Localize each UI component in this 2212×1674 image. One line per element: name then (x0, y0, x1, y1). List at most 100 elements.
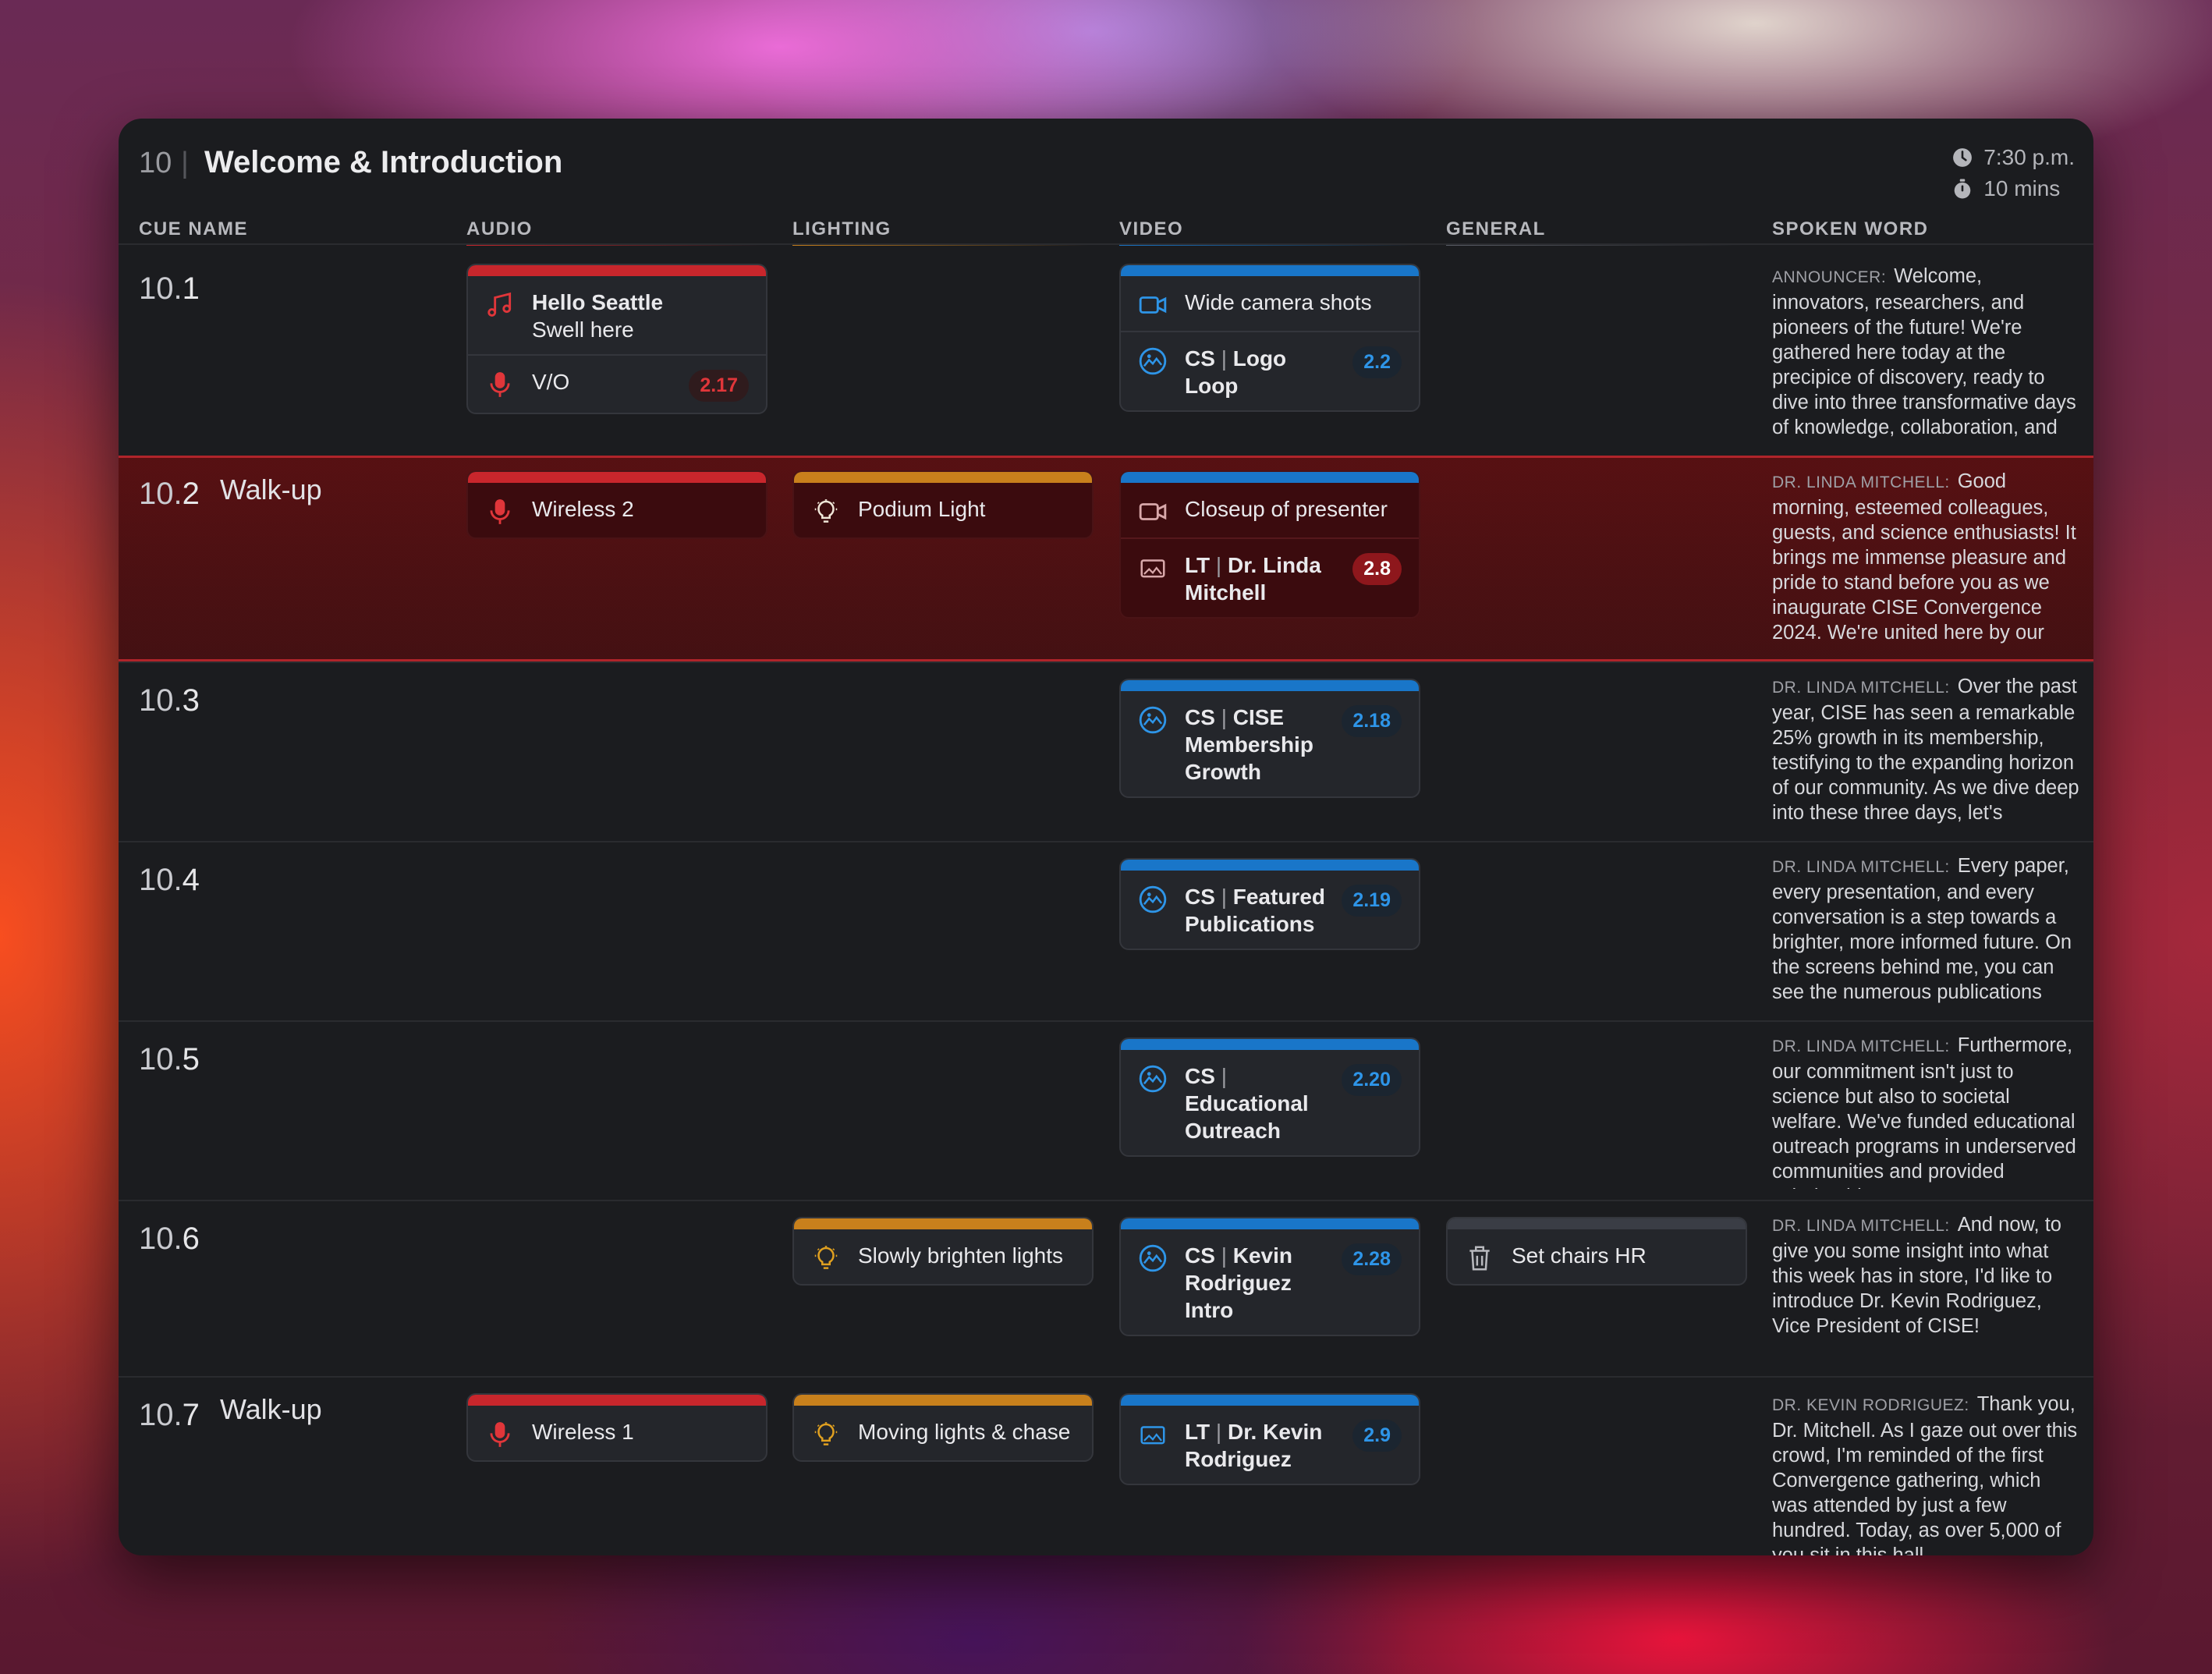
section-title: Welcome & Introduction (204, 145, 563, 179)
cue-row[interactable]: 10.4 CS | Featured Publications 2.19 DR.… (119, 841, 2093, 1020)
section-number: 10 (139, 147, 172, 179)
column-header-video[interactable]: VIDEO (1119, 218, 1184, 239)
video-cue-card[interactable]: Closeup of presenter LT | Dr. Linda Mitc… (1119, 470, 1420, 619)
cue-number: 10.2 (139, 477, 200, 511)
slideshow-icon (1139, 885, 1167, 913)
general-cue-title: Set chairs HR (1512, 1243, 1647, 1268)
audio-cue-subtitle: Swell here (532, 317, 634, 342)
slideshow-icon (1139, 1065, 1167, 1093)
spoken-word-text: DR. LINDA MITCHELL: Every paper, every pr… (1772, 855, 2072, 1003)
spoken-word-text: DR. LINDA MITCHELL: Over the past year, C… (1772, 676, 2079, 824)
video-cue-title: Kevin Rodriguez Intro (1185, 1243, 1292, 1322)
video-cue-title: Featured Publications (1185, 885, 1325, 936)
slideshow-icon (1139, 347, 1167, 375)
image-icon (1140, 1426, 1165, 1445)
header-separator: | (181, 147, 189, 179)
column-header-general[interactable]: GENERAL (1446, 218, 1546, 239)
cue-label: Walk-up (220, 473, 322, 505)
cue-number: 10.7 (139, 1398, 200, 1432)
video-cue-title: CISE Membership Growth (1185, 705, 1313, 784)
cue-number: 10.1 (139, 271, 200, 306)
video-cue-card[interactable]: Wide camera shots CS | Logo Loop 2.2 (1119, 264, 1420, 412)
audio-cue-card[interactable]: Hello Seattle Swell here V/O 2.17 (466, 264, 767, 414)
cue-badge: 2.2 (1352, 346, 1402, 378)
cue-badge: 2.8 (1352, 553, 1402, 585)
spoken-word-text: DR. LINDA MITCHELL: Good morning, esteeme… (1772, 470, 2076, 644)
column-header-lighting[interactable]: LIGHTING (792, 218, 892, 239)
video-cue-title: Logo Loop (1185, 346, 1287, 398)
audio-cue-title: Wireless 2 (532, 497, 634, 521)
cue-number: 10.6 (139, 1222, 200, 1256)
music-note-icon (487, 292, 512, 317)
column-header-spoken-word[interactable]: SPOKEN WORD (1772, 218, 1929, 239)
cue-sheet-window: 10 | Welcome & Introduction 7:30 p.m. 10… (119, 119, 2093, 1555)
video-cue-type: LT (1185, 1420, 1211, 1444)
cue-badge: 2.19 (1342, 885, 1402, 917)
lighting-cue-card[interactable]: Slowly brighten lights (792, 1217, 1094, 1286)
audio-cue-card[interactable]: Wireless 2 (466, 470, 767, 539)
video-cue-card[interactable]: CS | CISE Membership Growth 2.18 (1119, 679, 1420, 798)
slideshow-icon (1139, 706, 1167, 734)
cue-row[interactable]: 10.3 CS | CISE Membership Growth 2.18 DR… (119, 661, 2093, 841)
column-header-audio[interactable]: AUDIO (466, 218, 533, 239)
video-cue-title: Wide camera shots (1185, 290, 1372, 314)
audio-cue-card[interactable]: Wireless 1 (466, 1393, 767, 1462)
spoken-word-text: ANNOUNCER: Welcome, innovators, researche… (1772, 265, 2076, 438)
cue-badge: 2.28 (1342, 1243, 1402, 1275)
lighting-cue-card[interactable]: Moving lights & chase (792, 1393, 1094, 1462)
video-cue-title: Closeup of presenter (1185, 497, 1388, 521)
cue-row[interactable]: 10.6 Slowly brighten lights CS | Kevin R… (119, 1200, 2093, 1376)
cue-label: Walk-up (220, 1393, 322, 1425)
section-meta: 7:30 p.m. 10 mins (1952, 142, 2075, 204)
cue-row[interactable]: 10.1 Hello Seattle Swell here V/O 2.17 Wi… (119, 243, 2093, 456)
lighting-cue-title: Moving lights & chase (858, 1420, 1071, 1444)
cue-row[interactable]: 10.5 CS | Educational Outreach 2.20 DR. … (119, 1020, 2093, 1200)
cue-row-active[interactable]: 10.2 Walk-up Wireless 2 Podium Light Clo… (119, 456, 2093, 661)
clock-icon (1953, 148, 1973, 167)
audio-cue-title: V/O (532, 370, 570, 394)
cue-badge: 2.17 (689, 370, 749, 402)
trash-can-icon (1469, 1246, 1490, 1271)
microphone-icon (490, 499, 510, 524)
video-camera-icon (1139, 503, 1167, 520)
lighting-cue-card[interactable]: Podium Light (792, 470, 1094, 539)
lighting-cue-title: Podium Light (858, 497, 986, 521)
video-cue-type: CS (1185, 1243, 1215, 1268)
cue-badge: 2.20 (1342, 1064, 1402, 1096)
video-cue-type: CS (1185, 346, 1215, 371)
video-cue-type: CS (1185, 885, 1215, 909)
video-cue-card[interactable]: CS | Educational Outreach 2.20 (1119, 1037, 1420, 1157)
video-cue-type: CS (1185, 1064, 1215, 1088)
audio-cue-title: Hello Seattle (532, 290, 664, 314)
lightbulb-icon (814, 1422, 838, 1445)
duration: 10 mins (1983, 176, 2061, 200)
lightbulb-icon (814, 499, 838, 523)
lightbulb-icon (814, 1246, 838, 1269)
spoken-word-text: DR. LINDA MITCHELL: Furthermore, our comm… (1772, 1034, 2076, 1189)
video-cue-title: Dr. Kevin Rodriguez (1185, 1420, 1323, 1471)
cue-badge: 2.18 (1342, 705, 1402, 737)
cue-badge: 2.9 (1352, 1420, 1402, 1452)
general-cue-card[interactable]: Set chairs HR (1446, 1217, 1747, 1286)
start-time: 7:30 p.m. (1983, 145, 2075, 169)
spoken-word-text: DR. KEVIN RODRIGUEZ: Thank you, Dr. Mitch… (1772, 1393, 2078, 1555)
section-header: 10 | Welcome & Introduction 7:30 p.m. 10… (119, 119, 2093, 212)
cue-number: 10.3 (139, 683, 200, 718)
video-camera-icon (1139, 296, 1167, 314)
cue-number: 10.5 (139, 1042, 200, 1076)
video-cue-card[interactable]: LT | Dr. Kevin Rodriguez 2.9 (1119, 1393, 1420, 1485)
column-header-cue-name[interactable]: CUE NAME (139, 218, 249, 239)
spoken-word-text: DR. LINDA MITCHELL: And now, to give you … (1772, 1214, 2061, 1337)
video-cue-type: CS (1185, 705, 1215, 729)
microphone-icon (490, 1422, 510, 1447)
video-cue-card[interactable]: CS | Kevin Rodriguez Intro 2.28 (1119, 1217, 1420, 1336)
lighting-cue-title: Slowly brighten lights (858, 1243, 1064, 1268)
audio-cue-title: Wireless 1 (532, 1420, 634, 1444)
video-cue-title: Dr. Linda Mitchell (1185, 553, 1321, 605)
image-icon (1140, 559, 1165, 578)
video-cue-title: Educational Outreach (1185, 1091, 1309, 1143)
video-cue-type: LT (1185, 553, 1211, 577)
microphone-icon (490, 372, 510, 397)
video-cue-card[interactable]: CS | Featured Publications 2.19 (1119, 858, 1420, 950)
cue-row[interactable]: 10.7 Walk-up Wireless 1 Moving lights & … (119, 1376, 2093, 1555)
